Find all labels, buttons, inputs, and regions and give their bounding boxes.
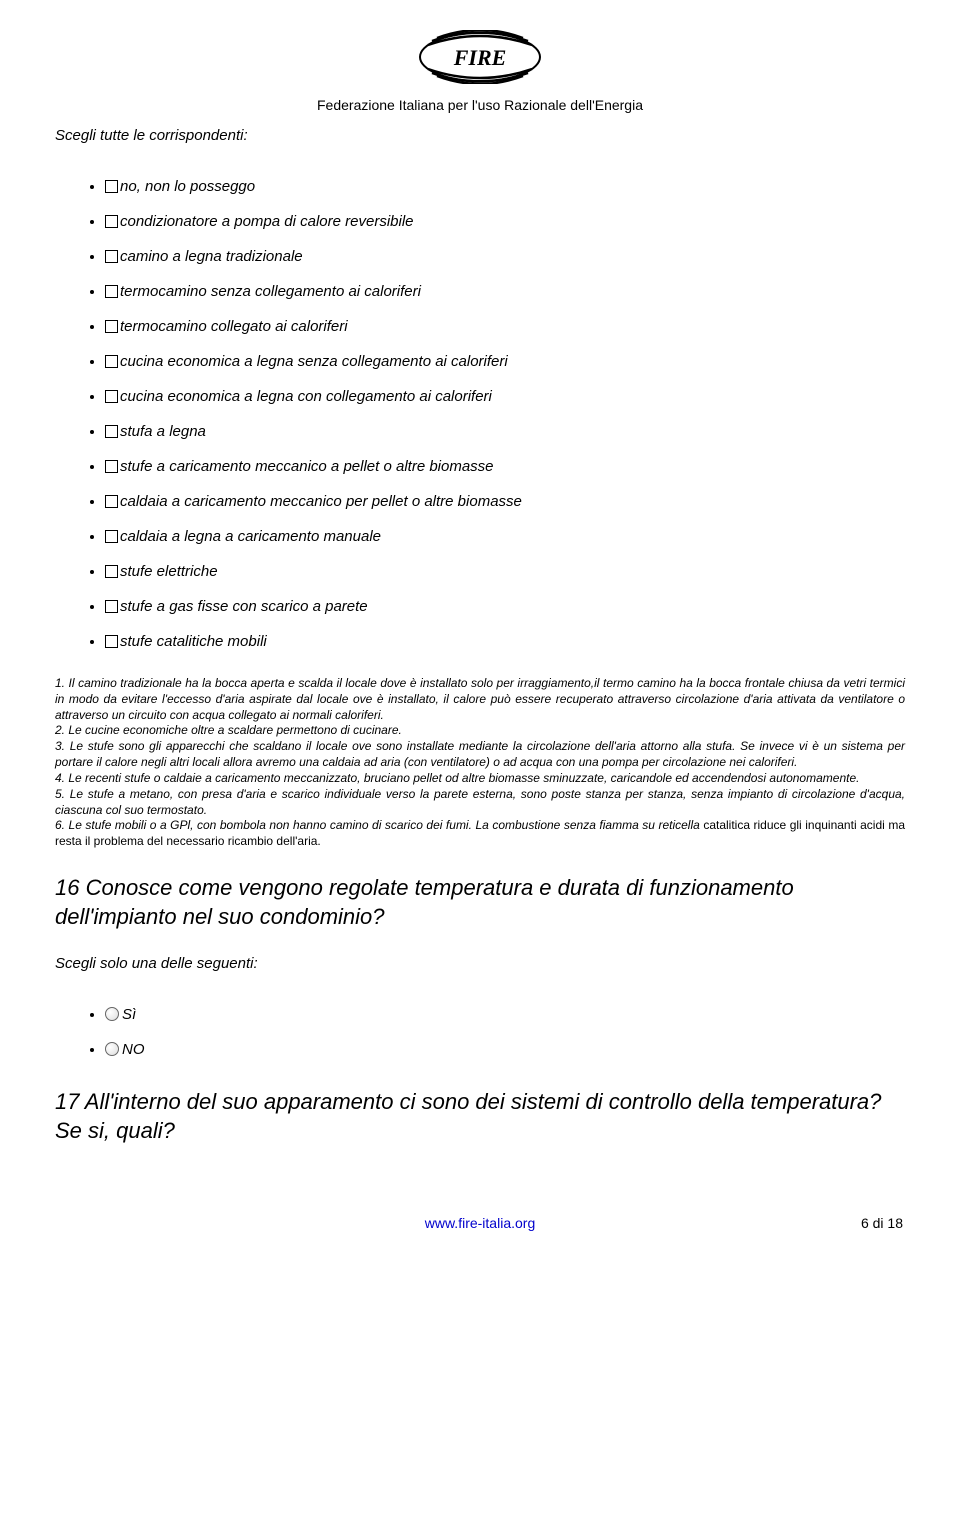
question-16: 16 Conosce come vengono regolate tempera…	[55, 874, 905, 931]
radio-item-no: NO	[105, 1041, 905, 1058]
checkbox-icon[interactable]	[105, 250, 118, 263]
checkbox-label: stufe elettriche	[120, 563, 218, 580]
radio-icon[interactable]	[105, 1042, 119, 1056]
svg-text:FIRE: FIRE	[453, 45, 507, 70]
checkbox-label: termocamino collegato ai caloriferi	[120, 318, 348, 335]
checkbox-icon[interactable]	[105, 530, 118, 543]
org-name: Federazione Italiana per l'uso Razionale…	[55, 97, 905, 113]
checkbox-item: cucina economica a legna senza collegame…	[105, 353, 905, 370]
footer-page-number: 6 di 18	[621, 1215, 903, 1231]
checkbox-label: stufe a gas fisse con scarico a parete	[120, 598, 368, 615]
checkbox-item: stufe elettriche	[105, 563, 905, 580]
instruction-single: Scegli solo una delle seguenti:	[55, 955, 905, 972]
checkbox-label: caldaia a caricamento meccanico per pell…	[120, 493, 522, 510]
checkbox-label: stufa a legna	[120, 423, 206, 440]
radio-label: NO	[122, 1041, 145, 1058]
checkbox-item: stufe catalitiche mobili	[105, 633, 905, 650]
note-line: 3. Le stufe sono gli apparecchi che scal…	[55, 739, 905, 771]
checkbox-icon[interactable]	[105, 390, 118, 403]
checkbox-label: termocamino senza collegamento ai calori…	[120, 283, 421, 300]
question-17: 17 All'interno del suo apparamento ci so…	[55, 1088, 905, 1145]
document-page: FIRE Federazione Italiana per l'uso Razi…	[0, 0, 960, 1271]
radio-label: Sì	[122, 1006, 136, 1023]
checkbox-icon[interactable]	[105, 320, 118, 333]
checkbox-icon[interactable]	[105, 635, 118, 648]
footer-url: www.fire-italia.org	[339, 1215, 621, 1231]
notes-block: 1. Il camino tradizionale ha la bocca ap…	[55, 676, 905, 850]
checkbox-icon[interactable]	[105, 215, 118, 228]
checkbox-item: caldaia a legna a caricamento manuale	[105, 528, 905, 545]
checkbox-icon[interactable]	[105, 600, 118, 613]
checkbox-item: camino a legna tradizionale	[105, 248, 905, 265]
checkbox-icon[interactable]	[105, 355, 118, 368]
radio-icon[interactable]	[105, 1007, 119, 1021]
radio-list: Sì NO	[55, 1006, 905, 1058]
note-line: 1. Il camino tradizionale ha la bocca ap…	[55, 676, 905, 723]
page-footer: www.fire-italia.org 6 di 18	[55, 1215, 905, 1231]
checkbox-item: termocamino senza collegamento ai calori…	[105, 283, 905, 300]
checkbox-item: condizionatore a pompa di calore reversi…	[105, 213, 905, 230]
logo-container: FIRE	[55, 30, 905, 89]
checkbox-item: termocamino collegato ai caloriferi	[105, 318, 905, 335]
checkbox-label: stufe catalitiche mobili	[120, 633, 267, 650]
radio-item-yes: Sì	[105, 1006, 905, 1023]
checkbox-list: no, non lo posseggo condizionatore a pom…	[55, 178, 905, 650]
checkbox-label: caldaia a legna a caricamento manuale	[120, 528, 381, 545]
note-line: 5. Le stufe a metano, con presa d'aria e…	[55, 787, 905, 819]
checkbox-icon[interactable]	[105, 285, 118, 298]
checkbox-item: stufe a caricamento meccanico a pellet o…	[105, 458, 905, 475]
fire-logo: FIRE	[410, 30, 550, 89]
checkbox-icon[interactable]	[105, 425, 118, 438]
checkbox-icon[interactable]	[105, 495, 118, 508]
checkbox-label: condizionatore a pompa di calore reversi…	[120, 213, 414, 230]
checkbox-item: no, non lo posseggo	[105, 178, 905, 195]
checkbox-item: cucina economica a legna con collegament…	[105, 388, 905, 405]
note-line: 4. Le recenti stufe o caldaie a caricame…	[55, 771, 905, 787]
checkbox-icon[interactable]	[105, 565, 118, 578]
footer-left	[57, 1215, 339, 1231]
checkbox-label: no, non lo posseggo	[120, 178, 255, 195]
checkbox-icon[interactable]	[105, 460, 118, 473]
checkbox-label: camino a legna tradizionale	[120, 248, 303, 265]
checkbox-label: cucina economica a legna con collegament…	[120, 388, 492, 405]
checkbox-icon[interactable]	[105, 180, 118, 193]
checkbox-label: cucina economica a legna senza collegame…	[120, 353, 508, 370]
instruction-multi: Scegli tutte le corrispondenti:	[55, 127, 905, 144]
checkbox-label: stufe a caricamento meccanico a pellet o…	[120, 458, 494, 475]
note-line: 6. Le stufe mobili o a GPl, con bombola …	[55, 818, 905, 850]
note-line: 2. Le cucine economiche oltre a scaldare…	[55, 723, 905, 739]
checkbox-item: caldaia a caricamento meccanico per pell…	[105, 493, 905, 510]
checkbox-item: stufe a gas fisse con scarico a parete	[105, 598, 905, 615]
checkbox-item: stufa a legna	[105, 423, 905, 440]
